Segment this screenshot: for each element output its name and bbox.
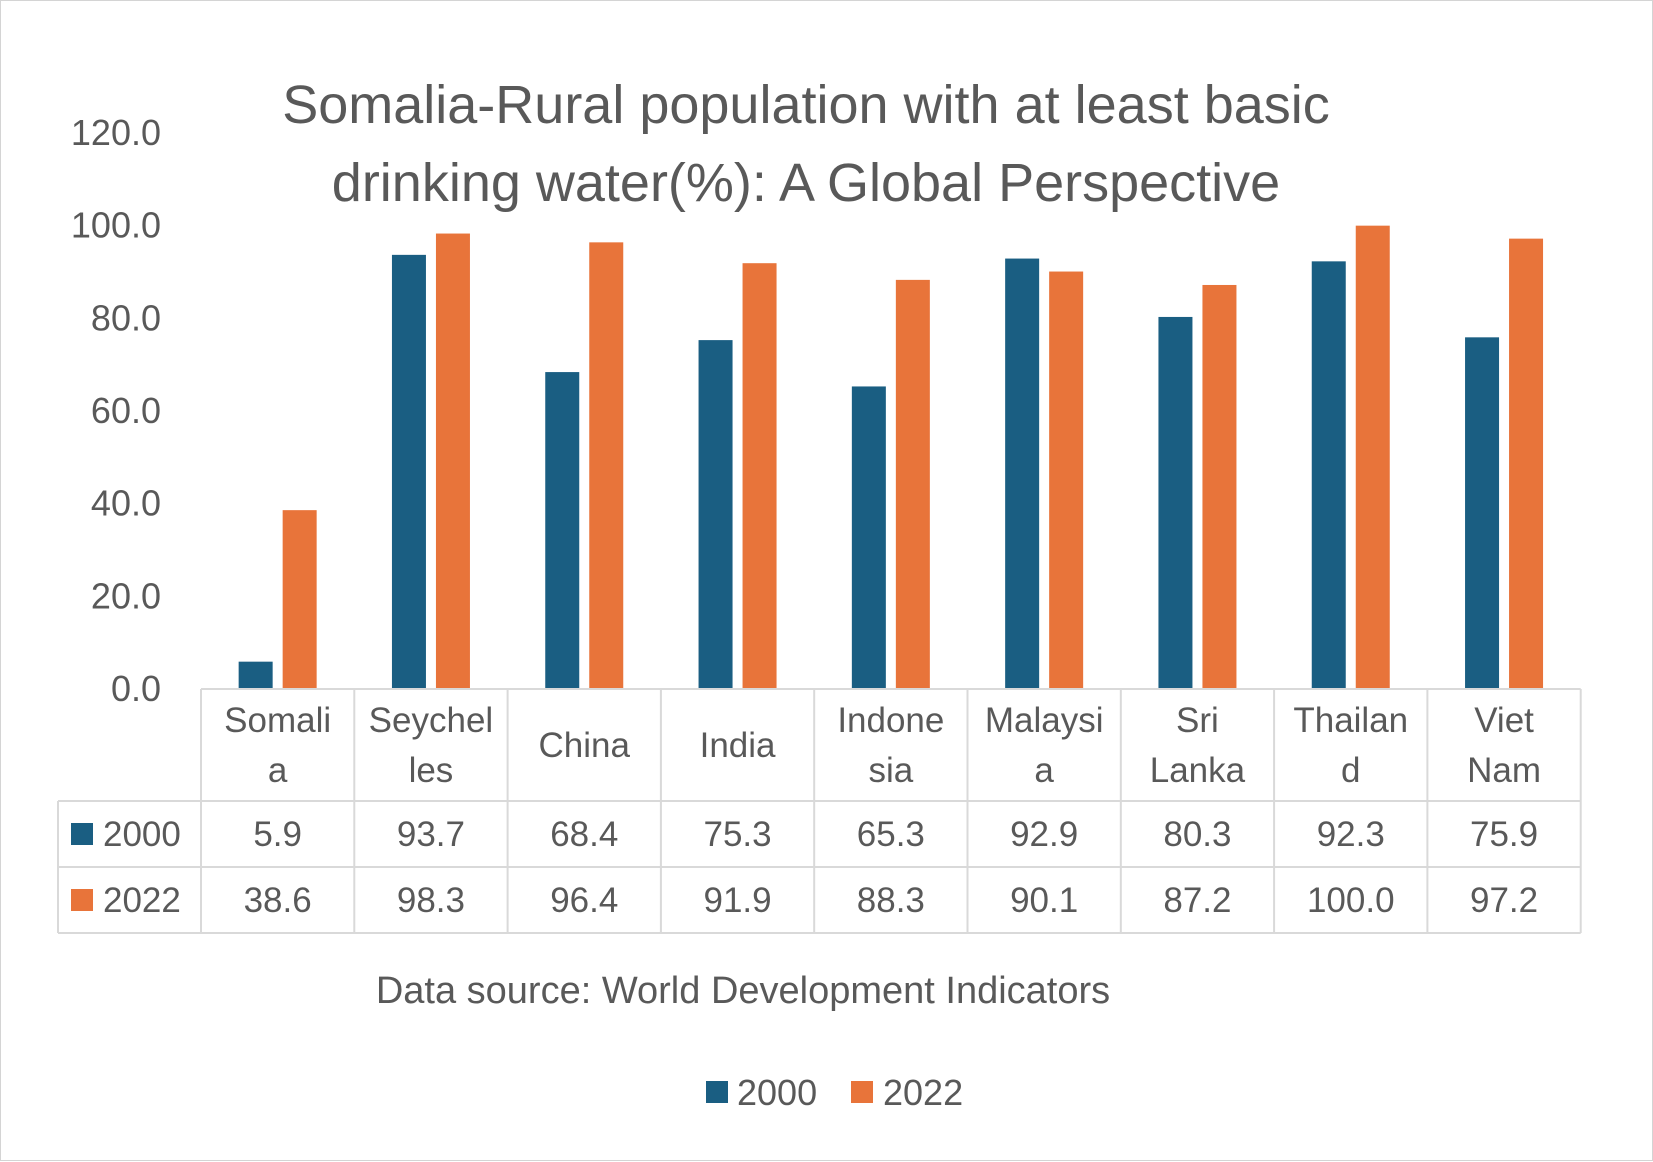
data-label: 65.3 [857,815,925,854]
data-label: 68.4 [550,815,618,854]
legend-swatch-2022 [851,1081,873,1103]
bar-2022 [1509,238,1544,689]
data-label: 92.3 [1317,815,1385,854]
data-label: 75.3 [703,815,771,854]
data-label: 100.0 [1307,881,1395,920]
data-label: 80.3 [1163,815,1231,854]
category-label: Viet [1474,701,1534,740]
data-label: 91.9 [703,881,771,920]
chart-title-line: drinking water(%): A Global Perspective [332,153,1280,213]
bar-2022 [282,510,317,689]
data-label: 98.3 [397,881,465,920]
bar-2000 [698,340,733,689]
bar-2000 [851,386,886,689]
chart-title-line: Somalia-Rural population with at least b… [282,75,1330,135]
category-label: Malaysi [985,701,1104,740]
category-label: a [1034,751,1054,790]
category-label: Thailan [1293,701,1408,740]
bar-2000 [1465,337,1500,689]
y-tick-label: 0.0 [111,668,161,709]
source-note: Data source: World Development Indicator… [376,970,1110,1012]
bar-2000 [1005,258,1040,689]
data-label: 5.9 [253,815,302,854]
data-label: 75.9 [1470,815,1538,854]
table-legend-key-2022 [71,889,93,911]
legend-label-2000: 2000 [737,1072,817,1113]
bar-2000 [545,372,580,689]
category-label: sia [868,751,913,790]
data-label: 88.3 [857,881,925,920]
bar-2000 [1311,261,1346,689]
data-label: 96.4 [550,881,618,920]
y-tick-label: 80.0 [91,297,161,338]
bar-2022 [742,263,777,689]
bar-2022 [1355,225,1390,689]
category-label: d [1341,751,1360,790]
bar-2000 [1158,316,1193,689]
legend-swatch-2000 [706,1081,728,1103]
table-series-label: 2000 [103,815,181,854]
category-label: Somali [224,701,331,740]
data-label: 92.9 [1010,815,1078,854]
bar-2022 [589,242,624,689]
category-label: a [268,751,288,790]
category-label: Sri [1176,701,1219,740]
bar-2022 [1202,284,1237,689]
y-tick-label: 100.0 [71,205,161,246]
bar-2022 [435,233,470,689]
bar-2022 [1049,271,1084,689]
bar-2022 [895,279,930,689]
category-label: Seychel [369,701,494,740]
legend-label-2022: 2022 [883,1072,963,1113]
bar-2000 [238,661,273,689]
category-label: Nam [1467,751,1541,790]
y-tick-label: 60.0 [91,390,161,431]
category-label: Lanka [1150,751,1246,790]
category-label: les [409,751,454,790]
y-tick-label: 20.0 [91,575,161,616]
category-label: India [700,726,776,765]
data-label: 87.2 [1163,881,1231,920]
category-label: Indone [837,701,944,740]
table-series-label: 2022 [103,881,181,920]
data-label: 97.2 [1470,881,1538,920]
y-tick-label: 40.0 [91,483,161,524]
bar-2000 [391,254,426,689]
data-label: 90.1 [1010,881,1078,920]
data-label: 93.7 [397,815,465,854]
data-label: 38.6 [244,881,312,920]
category-label: China [539,726,631,765]
y-tick-label: 120.0 [71,112,161,153]
table-legend-key-2000 [71,823,93,845]
